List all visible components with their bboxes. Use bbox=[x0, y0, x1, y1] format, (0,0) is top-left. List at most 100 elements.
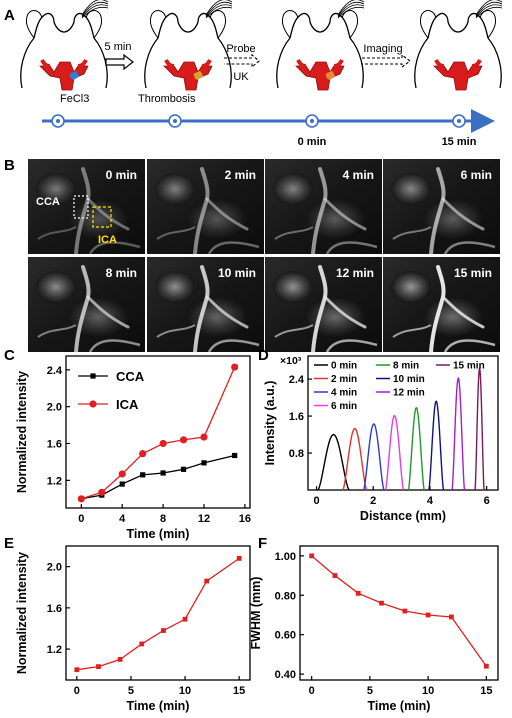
y-tick-label: 1.6 bbox=[47, 603, 62, 615]
legend-label: 0 min bbox=[331, 361, 357, 372]
legend-label: ICA bbox=[116, 397, 139, 412]
frame-time-label: 0 min bbox=[106, 168, 137, 182]
legend-label: 8 min bbox=[393, 361, 419, 372]
series-line bbox=[311, 555, 487, 667]
data-point bbox=[118, 470, 126, 478]
data-point bbox=[236, 555, 242, 561]
data-point bbox=[231, 363, 239, 371]
legend-label: 12 min bbox=[393, 388, 425, 399]
x-tick-label: 8 bbox=[160, 513, 166, 525]
frame-time-label: 6 min bbox=[461, 168, 492, 182]
profile-curve bbox=[428, 400, 445, 491]
plot-frame bbox=[65, 545, 251, 681]
chart-e: 0 5 10 15 1.2 1.6 2.0 Time (min) Normalized inte… bbox=[15, 545, 251, 713]
mouse-diagram bbox=[20, 0, 109, 91]
roi-cca: CCA bbox=[36, 195, 89, 219]
timeline-marker bbox=[51, 114, 65, 128]
mouse-diagram bbox=[144, 0, 233, 91]
y-axis-label: Normalized intensity bbox=[15, 552, 29, 674]
timeline-label-0min: 0 min bbox=[298, 136, 327, 148]
x-tick-label: 4 bbox=[427, 495, 434, 507]
arrow-probe-label: Probe bbox=[226, 43, 255, 55]
mouse-diagram bbox=[276, 0, 365, 91]
legend-label: 10 min bbox=[393, 374, 425, 385]
y-tick-label: 1.2 bbox=[47, 644, 62, 656]
frame-time-label: 12 min bbox=[336, 266, 374, 280]
x-tick-label: 10 bbox=[422, 685, 434, 697]
image-frame: 8 min bbox=[28, 257, 145, 354]
data-point bbox=[309, 553, 315, 559]
y-tick-label: 1.6 bbox=[47, 439, 62, 451]
roi-cca-box bbox=[73, 195, 89, 219]
image-frame: 0 min bbox=[28, 159, 145, 256]
legend-marker bbox=[90, 373, 96, 379]
frame-time-label: 2 min bbox=[225, 168, 256, 182]
image-frame: 12 min bbox=[265, 257, 382, 354]
roi-ica-box bbox=[92, 206, 112, 228]
x-tick-label: 15 bbox=[233, 685, 245, 697]
data-point bbox=[204, 578, 210, 584]
y-tick-label: 2.0 bbox=[47, 562, 62, 574]
data-point bbox=[74, 667, 80, 673]
data-point bbox=[449, 614, 454, 620]
x-tick-label: 6 bbox=[484, 495, 490, 507]
timeline: 0 min 15 min bbox=[42, 109, 495, 148]
data-point bbox=[200, 433, 208, 441]
panel-label-a: A bbox=[4, 7, 15, 24]
chart-d: 0 2 4 6 0.8 1.6 2.4 ×10³ Distance (mm) Intensity … bbox=[263, 355, 499, 523]
data-point bbox=[77, 495, 85, 503]
profile-curve bbox=[342, 427, 368, 491]
fecl3-patch bbox=[69, 71, 79, 80]
legend-label: CCA bbox=[116, 369, 145, 384]
legend-label: 15 min bbox=[453, 361, 485, 372]
profile-curve bbox=[384, 414, 405, 491]
profile-curve bbox=[317, 433, 350, 491]
panel-a: A 5 min Probe UK Imaging FeCl3 Thrombosi… bbox=[4, 0, 503, 148]
y-axis-label: Intensity (a.u.) bbox=[263, 381, 277, 466]
timeline-marker bbox=[168, 114, 182, 128]
y-tick-label: 2.0 bbox=[47, 402, 62, 414]
legend-marker bbox=[89, 400, 97, 408]
frame-time-label: 4 min bbox=[343, 168, 374, 182]
data-point bbox=[201, 460, 207, 466]
panel-label-b: B bbox=[4, 157, 15, 174]
legend-label: 4 min bbox=[331, 388, 357, 399]
legend-label: 2 min bbox=[331, 374, 357, 385]
x-axis-label: Time (min) bbox=[368, 699, 431, 713]
data-point bbox=[180, 466, 187, 472]
panel-label-d: D bbox=[258, 347, 269, 364]
image-frame: 4 min bbox=[265, 159, 382, 256]
chart-f: 0 5 10 15 0.40 0.60 0.80 1.00 Time (min) FWHM (mm… bbox=[249, 545, 499, 713]
y-tick-label: 2.4 bbox=[47, 365, 63, 377]
data-point bbox=[161, 628, 166, 633]
probe bbox=[325, 71, 335, 80]
y-tick-label: 1.00 bbox=[275, 551, 296, 563]
data-point bbox=[355, 590, 361, 596]
data-point bbox=[119, 481, 125, 487]
y-axis-label: Normalized intensity bbox=[15, 371, 29, 493]
image-frame: 6 min bbox=[383, 159, 500, 256]
data-point bbox=[332, 573, 338, 578]
data-point bbox=[139, 450, 147, 458]
arrow-imaging: Imaging bbox=[362, 43, 411, 69]
data-point bbox=[182, 616, 188, 622]
x-axis-label: Time (min) bbox=[127, 699, 190, 713]
y-tick-label: 1.2 bbox=[47, 475, 62, 487]
panel-label-f: F bbox=[258, 535, 267, 552]
x-tick-label: 12 bbox=[198, 513, 210, 525]
x-tick-label: 16 bbox=[239, 513, 251, 525]
data-point bbox=[483, 663, 489, 669]
x-tick-label: 0 bbox=[309, 685, 315, 697]
chart-c: 0 4 8 12 16 1.2 1.6 2.0 2.4 Time (min) Normalized … bbox=[15, 355, 251, 541]
profile-curve bbox=[474, 366, 485, 491]
profile-curve bbox=[451, 376, 466, 491]
timeline-marker bbox=[305, 114, 319, 128]
x-tick-label: 5 bbox=[367, 685, 373, 697]
plot-frame bbox=[299, 545, 499, 681]
caption-fecl3: FeCl3 bbox=[60, 93, 89, 105]
series-line bbox=[76, 557, 240, 671]
timeline-label-15min: 15 min bbox=[442, 136, 477, 148]
legend-label: 6 min bbox=[331, 401, 357, 412]
y-tick-label: 0.8 bbox=[289, 448, 304, 460]
